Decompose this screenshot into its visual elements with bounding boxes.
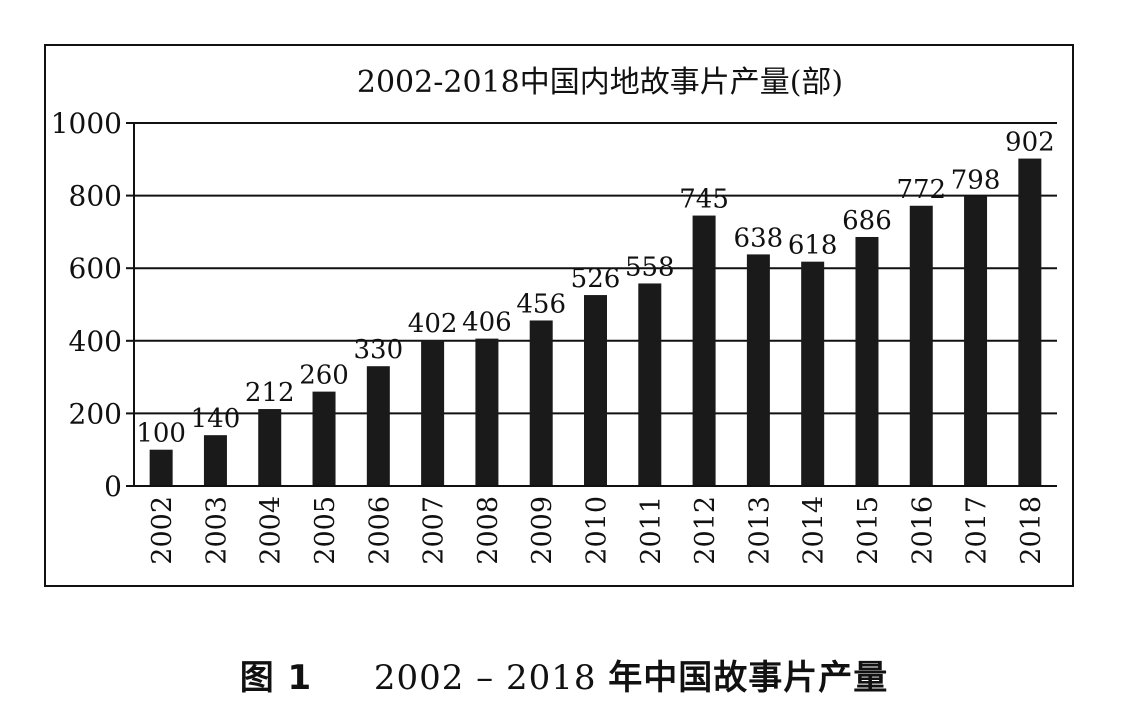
bars <box>149 158 1042 487</box>
x-tick-label: 2009 <box>527 496 558 565</box>
y-tick-label: 400 <box>69 325 122 358</box>
chart-title: 2002-2018中国内地故事片产量(部) <box>357 65 843 100</box>
axes <box>133 123 1057 487</box>
bar <box>149 449 173 486</box>
x-axis-ticks: 2002 2003 2004 2005 2006 2007 2008 2009 2010 2011… <box>147 496 1047 565</box>
data-label: 772 <box>896 175 946 205</box>
x-tick-label: 2007 <box>419 496 450 565</box>
data-label: 402 <box>408 309 458 339</box>
caption-years: 2002 – 2018 <box>373 658 597 698</box>
chart: 2002-2018中国内地故事片产量(部) 0 200 400 600 800 1000 … <box>51 65 1057 565</box>
data-label: 330 <box>354 335 404 365</box>
x-tick-label: 2018 <box>1016 496 1047 565</box>
data-label: 260 <box>299 361 349 391</box>
bar <box>909 205 933 486</box>
data-label: 140 <box>191 404 241 434</box>
bar <box>312 391 336 486</box>
y-tick-label: 600 <box>69 252 122 285</box>
data-label: 686 <box>842 206 892 236</box>
bar <box>746 254 770 486</box>
bar <box>692 215 716 486</box>
x-tick-label: 2006 <box>364 496 395 565</box>
x-tick-label: 2013 <box>744 496 775 565</box>
data-label: 526 <box>571 264 621 294</box>
bar <box>855 236 879 486</box>
bar <box>421 340 445 486</box>
x-tick-label: 2016 <box>907 496 938 565</box>
caption-title: 年中国故事片产量 <box>608 658 889 698</box>
data-label: 456 <box>516 289 566 319</box>
bar <box>964 196 988 487</box>
bar <box>638 283 662 486</box>
caption-label: 图 1 <box>239 658 313 698</box>
x-tick-label: 2008 <box>473 496 504 565</box>
x-tick-label: 2014 <box>799 496 830 565</box>
y-tick-label: 800 <box>69 180 122 213</box>
bar <box>584 295 607 486</box>
bar <box>366 366 390 486</box>
x-tick-label: 2003 <box>201 496 232 565</box>
x-tick-label: 2002 <box>147 496 178 565</box>
data-label: 902 <box>1005 128 1055 158</box>
x-tick-label: 2005 <box>310 496 341 565</box>
data-label: 745 <box>679 185 729 215</box>
x-tick-label: 2015 <box>853 496 884 565</box>
bar <box>529 320 553 486</box>
y-tick-label: 200 <box>69 397 122 430</box>
data-label: 558 <box>625 252 675 282</box>
y-tick-label: 1000 <box>51 107 122 140</box>
chart-frame <box>44 44 1074 587</box>
y-axis-ticks: 0 200 400 600 800 1000 <box>51 107 134 503</box>
bar <box>801 261 825 486</box>
data-label: 618 <box>788 231 838 261</box>
bar <box>475 338 499 486</box>
x-tick-label: 2004 <box>256 496 287 565</box>
data-label: 100 <box>136 419 186 449</box>
bar <box>1018 158 1042 486</box>
bar <box>203 435 227 486</box>
bar <box>258 409 282 486</box>
data-label: 212 <box>245 378 295 408</box>
x-tick-label: 2017 <box>962 496 993 565</box>
data-label: 638 <box>734 223 784 253</box>
x-tick-label: 2011 <box>636 496 667 565</box>
figure-caption: 图 1 2002 – 2018 年中国故事片产量 <box>0 650 1128 699</box>
x-tick-label: 2010 <box>582 496 613 565</box>
x-tick-label: 2012 <box>690 496 721 565</box>
grid-lines <box>134 122 1057 415</box>
data-label: 406 <box>462 308 512 338</box>
data-label: 798 <box>951 165 1001 195</box>
y-tick-label: 0 <box>104 470 122 503</box>
